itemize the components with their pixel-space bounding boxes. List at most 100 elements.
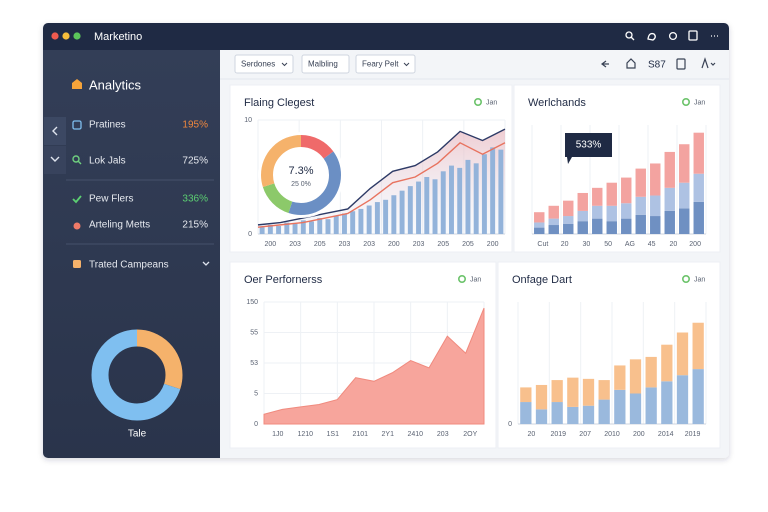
doc-icon[interactable] (688, 30, 698, 41)
x-label: 45 (648, 241, 656, 248)
bar (383, 199, 389, 234)
campaigns-link[interactable]: Trated Campeans (89, 260, 169, 271)
filter-dropdown[interactable] (355, 54, 416, 74)
bar (440, 171, 446, 234)
x-label: 2101 (352, 431, 368, 438)
bar-segment (535, 384, 548, 410)
panel-title: Werlchands (528, 97, 586, 109)
bar-segment (693, 201, 704, 234)
share-icon[interactable] (701, 57, 716, 69)
bar (267, 224, 273, 234)
bar (490, 147, 496, 234)
nav-value: 195% (182, 120, 208, 131)
expand-button[interactable] (44, 146, 66, 174)
x-label: AG (625, 241, 635, 248)
settings-icon[interactable] (668, 31, 678, 41)
bar-segment (567, 377, 579, 407)
bar-segment (582, 378, 595, 406)
collapse-button[interactable] (44, 117, 66, 145)
title-bar (43, 23, 729, 50)
back-icon[interactable] (601, 60, 609, 68)
bar-segment (563, 216, 574, 224)
maximize-button[interactable] (73, 32, 81, 40)
bar (374, 202, 380, 234)
bar (481, 154, 487, 234)
x-label: 30 (582, 241, 590, 248)
bar (449, 165, 454, 234)
bar-segment (606, 182, 617, 206)
bar-segment (592, 205, 603, 219)
x-label: 20 (669, 241, 677, 248)
line (257, 128, 506, 226)
legend-dot (457, 274, 466, 283)
x-label: 1S1 (327, 431, 340, 438)
chevron-down (202, 261, 210, 266)
bell-icon[interactable] (647, 32, 656, 41)
bar-segment (614, 389, 626, 424)
bar-segment (661, 344, 673, 382)
nav-item[interactable]: Pratines (89, 120, 126, 131)
bar-segment (664, 151, 675, 188)
bar (358, 208, 364, 234)
y-label: 10 (244, 117, 252, 124)
bar-segment (621, 177, 632, 204)
bar-segment (551, 380, 563, 403)
bar-segment (548, 225, 559, 234)
bar-segment (621, 218, 632, 234)
nav-item[interactable]: Pew Flers (89, 194, 133, 205)
nav-item[interactable]: Lok Jals (89, 156, 126, 167)
bar (300, 220, 306, 234)
bar-segment (645, 387, 657, 424)
donut-value: 7.3% (288, 165, 313, 177)
sidebar (43, 50, 220, 458)
bar-segment (534, 212, 545, 223)
chevron-down (50, 156, 60, 162)
close-button[interactable] (51, 32, 59, 40)
bar-segment (679, 208, 690, 234)
bar-segment (650, 195, 661, 217)
x-label: 200 (487, 241, 499, 248)
item-icon (72, 155, 82, 165)
filter-dropdown[interactable] (301, 54, 350, 74)
doc-icon[interactable] (676, 58, 686, 70)
bar-segment (567, 406, 579, 424)
dropdown-caret (281, 62, 288, 67)
x-label: 200 (265, 241, 277, 248)
bar-segment (693, 132, 704, 174)
donut-label: Tale (128, 429, 147, 440)
filter-label: Feary Pelt (362, 60, 399, 69)
filter-dropdown[interactable] (234, 54, 294, 74)
bar-segment (650, 216, 661, 234)
bar-segment (661, 381, 673, 424)
bar (416, 181, 422, 234)
legend-label: Jan (694, 276, 705, 283)
minimize-button[interactable] (62, 32, 70, 40)
x-label: 2019 (550, 431, 566, 438)
dropdown-caret (403, 62, 410, 67)
bar (399, 190, 405, 234)
home-icon[interactable] (626, 58, 636, 69)
x-label: 205 (314, 241, 326, 248)
bar-segment (664, 187, 675, 211)
bar-segment (676, 375, 689, 424)
callout-value: 533% (576, 140, 602, 151)
bar-segment (534, 222, 545, 228)
bar-segment (598, 399, 610, 424)
bar (333, 215, 339, 234)
toolbar-icons (601, 57, 716, 70)
search-icon[interactable] (625, 31, 633, 39)
bar-segment (548, 218, 559, 226)
x-label: Cut (537, 241, 548, 248)
x-label: 203 (289, 241, 301, 248)
item-icon (72, 195, 82, 204)
legend-label: Jan (470, 276, 481, 283)
bar (366, 205, 372, 234)
bar (309, 221, 314, 234)
bar-segment (693, 173, 704, 202)
bar-segment (664, 210, 675, 234)
bar (317, 218, 323, 234)
callout-box (565, 133, 612, 164)
bar-segment (645, 356, 657, 388)
nav-item[interactable]: Arteling Metts (89, 220, 150, 231)
